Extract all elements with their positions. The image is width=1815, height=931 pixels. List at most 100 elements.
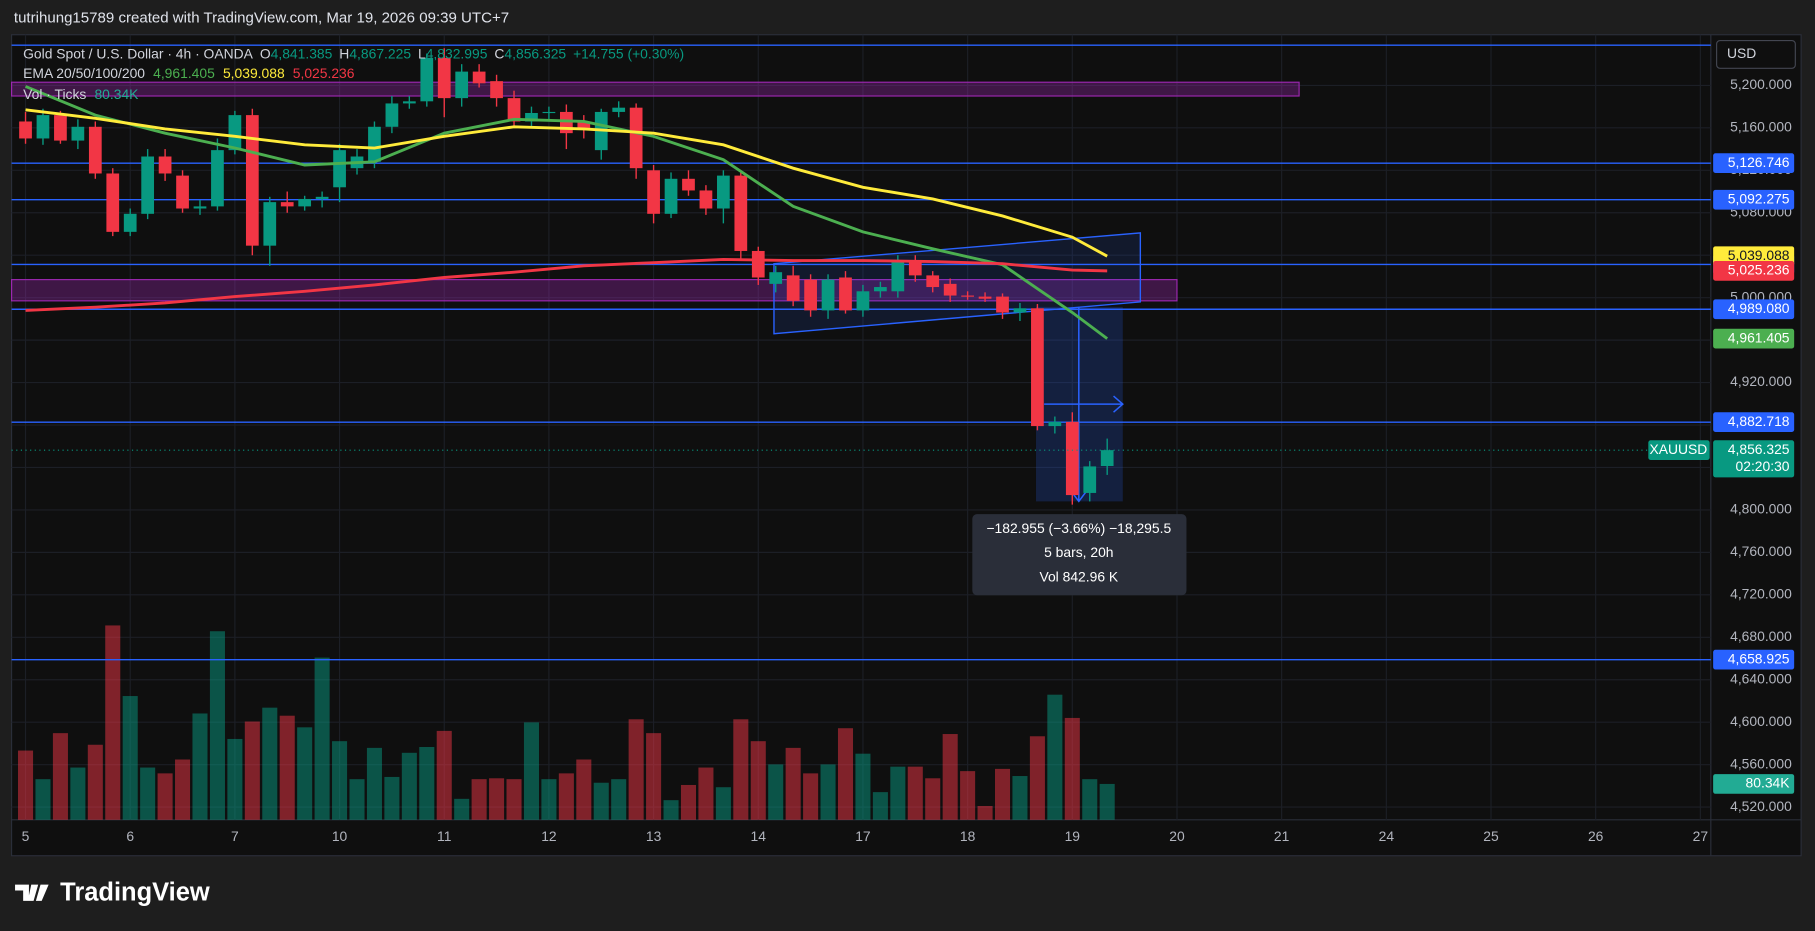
volume-bar: [349, 779, 365, 820]
candle-body: [943, 283, 957, 296]
candle-body: [751, 250, 765, 278]
volume-label: 80.34K: [1746, 775, 1791, 791]
volume-bar: [558, 773, 574, 820]
l-value: 4,832.995: [426, 45, 488, 61]
candle-body: [1031, 308, 1044, 427]
x-tick-label: 27: [1693, 828, 1709, 844]
volume-badge: [1713, 774, 1795, 794]
candle-body: [263, 202, 277, 246]
volume-bar: [1047, 694, 1063, 820]
x-tick-label: 7: [231, 828, 239, 844]
volume-bar: [680, 784, 697, 820]
candle-body: [856, 291, 870, 311]
volume-bar: [855, 753, 871, 820]
y-tick-label: 4,920.000: [1730, 373, 1792, 389]
volume-bar: [593, 782, 609, 820]
ema-badge: [1713, 328, 1795, 349]
volume-legend: Vol · Ticks 80.34K: [23, 86, 139, 102]
candle-body: [891, 260, 905, 292]
y-tick-label: 4,800.000: [1730, 501, 1792, 517]
volume-bar: [785, 747, 801, 820]
volume-bar: [1012, 776, 1028, 820]
candle-body: [385, 103, 399, 127]
candle-body: [734, 175, 748, 251]
candle-body: [1083, 466, 1097, 493]
candle-body: [664, 178, 678, 214]
candle-body: [769, 272, 783, 284]
volume-bar: [87, 744, 103, 820]
y-tick-label: 4,680.000: [1730, 628, 1792, 644]
volume-bar: [925, 778, 941, 820]
plot: 4,520.000 4,560.000 4,600.000 4,640.000 4,68…: [10, 34, 1795, 844]
candle-body: [211, 150, 224, 207]
ema-badge: [1713, 261, 1795, 281]
candle-body: [228, 115, 242, 151]
x-tick-label: 13: [646, 828, 662, 844]
volume-bar: [35, 779, 51, 820]
candle-body: [525, 112, 538, 122]
symbol-tag-bg: [1648, 440, 1710, 460]
volume-bar: [140, 767, 156, 820]
candle-body: [559, 111, 573, 134]
y-tick-label: 4,560.000: [1730, 755, 1792, 771]
ema-label: 5,039.088: [1728, 247, 1790, 263]
level-badge: [1713, 299, 1795, 320]
candle-body: [193, 206, 207, 209]
countdown: 02:20:30: [1736, 458, 1790, 474]
l-letter: L: [418, 45, 426, 61]
y-tick-label: 4,720.000: [1730, 586, 1792, 602]
ema-title: EMA 20/50/100/200: [23, 65, 145, 81]
candle-body: [908, 260, 922, 276]
volume-bar: [977, 805, 993, 820]
volume-bar: [401, 752, 417, 820]
x-tick-label: 25: [1483, 828, 1499, 844]
candle-body: [717, 175, 730, 209]
volume-bar: [332, 741, 348, 820]
candle-body: [245, 115, 259, 246]
measure-text: −182.955 (−3.66%) −18,295.5: [986, 520, 1171, 536]
ema-value: 5,025.236: [293, 65, 355, 81]
volume-bar: [209, 631, 225, 820]
candle-body: [298, 198, 312, 207]
o-letter: O: [260, 45, 271, 61]
volume-bar: [105, 625, 121, 820]
volume-bar: [1099, 783, 1115, 820]
price-badge: [1713, 440, 1795, 478]
candle-body: [88, 126, 102, 174]
x-tick-label: 20: [1169, 828, 1185, 844]
level-badge: [1713, 153, 1795, 173]
legend-line: Gold Spot / U.S. Dollar · 4h · OANDA O4,8…: [23, 45, 684, 61]
measure-arrow: [1044, 306, 1124, 503]
candle-body: [455, 71, 469, 99]
measure-text: 5 bars, 20h: [1044, 544, 1113, 560]
currency[interactable]: USD: [1727, 45, 1756, 61]
candle-body: [490, 81, 503, 99]
volume-bar: [611, 779, 627, 820]
x-tick-label: 26: [1588, 828, 1604, 844]
volume-bar: [227, 738, 243, 820]
ema-line: [25, 108, 1108, 258]
o-value: 4,841.385: [271, 45, 333, 61]
candle-body: [368, 126, 381, 162]
candle-body: [176, 175, 189, 209]
candle-body: [280, 202, 294, 207]
volume-bar: [157, 773, 173, 820]
volume-bar: [1029, 736, 1045, 820]
volume-bar: [646, 733, 662, 820]
volume-bar: [733, 719, 749, 820]
candle-body: [542, 111, 556, 114]
logo: TradingView: [15, 879, 210, 907]
x-tick-label: 17: [855, 828, 871, 844]
volume-bar: [279, 715, 295, 820]
volume-bar: [436, 730, 452, 820]
candle-body: [699, 190, 713, 209]
volume-title: Vol · Ticks: [23, 86, 86, 102]
x-tick-label: 14: [751, 828, 767, 844]
candle-body: [333, 150, 346, 188]
volume-bar: [942, 734, 958, 820]
c-letter: C: [494, 45, 504, 61]
currency-button[interactable]: [1716, 39, 1796, 69]
volume-bar: [872, 792, 888, 820]
x-tick-label: 18: [960, 828, 976, 844]
